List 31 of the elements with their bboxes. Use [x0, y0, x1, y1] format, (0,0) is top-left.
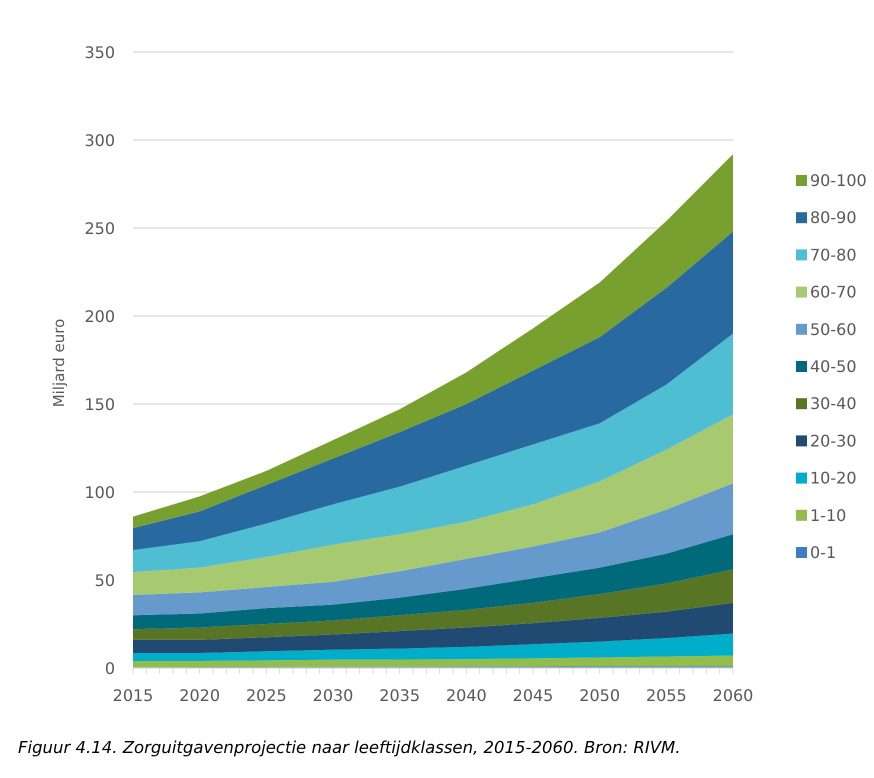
x-tick-label: 2045: [512, 686, 554, 705]
y-tick-label: 300: [84, 131, 115, 150]
x-tick-label: 2060: [712, 686, 754, 705]
legend-label: 1-10: [810, 506, 846, 525]
y-axis-title: Miljard euro: [50, 318, 68, 408]
legend-label: 0-1: [810, 543, 836, 562]
y-tick-label: 250: [84, 219, 115, 238]
x-tick-label: 2055: [646, 686, 687, 705]
legend-label: 80-90: [810, 208, 856, 228]
legend-label: 10-20: [810, 468, 856, 488]
legend-label: 90-100: [810, 171, 867, 190]
y-tick-label: 50: [94, 571, 115, 590]
y-tick-label: 100: [84, 483, 115, 502]
x-tick-label: 2015: [112, 686, 154, 705]
y-tick-label: 0: [104, 659, 115, 678]
legend-label: 50-60: [810, 320, 856, 339]
x-tick-label: 2030: [312, 686, 354, 705]
x-tick-label: 2050: [579, 686, 620, 705]
x-tick-label: 2020: [179, 686, 220, 705]
legend-label: 30-40: [810, 394, 856, 414]
legend-label: 60-70: [810, 282, 856, 302]
y-tick-label: 350: [84, 43, 115, 62]
text: Figuur 4.14. Zorguitgavenprojectie naar leeftijdklassen, 2015-2060. Bron: RIVM.: [18, 738, 680, 757]
x-tick-label: 2040: [446, 686, 487, 705]
x-tick-label: 2025: [246, 686, 287, 705]
legend-label: 70-80: [810, 245, 856, 264]
legend-label: 40-50: [810, 357, 856, 376]
y-tick-label: 150: [84, 395, 115, 414]
x-tick-label: 2035: [379, 686, 420, 705]
legend-label: 20-30: [810, 431, 856, 450]
y-tick-label: 200: [84, 307, 115, 326]
